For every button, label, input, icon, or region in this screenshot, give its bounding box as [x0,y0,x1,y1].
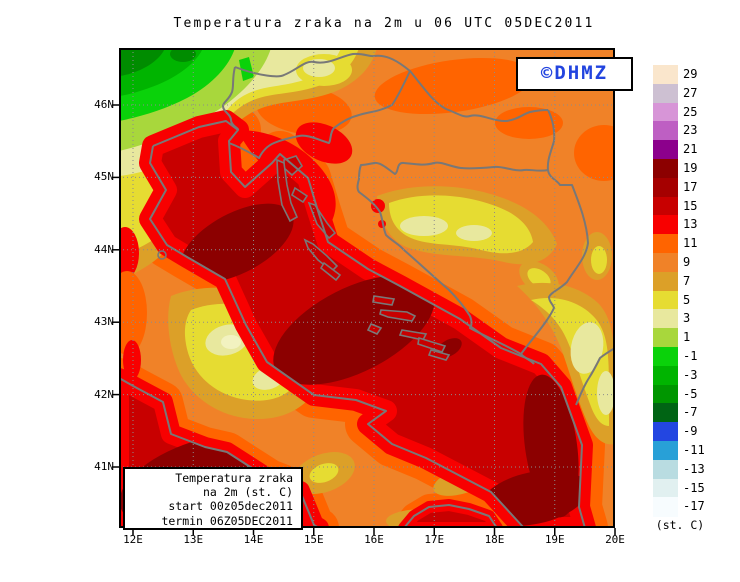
colorbar-swatch [653,347,678,367]
colorbar-swatch [653,365,678,386]
colorbar-swatch [653,102,678,122]
colorbar-level-label: 21 [683,142,698,157]
colorbar-level-label: 9 [683,255,691,269]
colorbar-swatch [653,271,678,292]
page-title: Temperatura zraka na 2m u 06 UTC 05DEC20… [173,16,595,31]
x-tick-label: 19E [544,533,565,546]
info-line-variable: Temperatura zraka [175,471,293,485]
colorbar-level-label: 15 [683,198,698,213]
info-line-level-unit: na 2m (st. C) [202,485,293,500]
colorbar-level-label: -15 [683,480,705,495]
y-tick-label: 45N [94,170,114,184]
info-line-termin: termin 06Z05DEC2011 [161,513,293,528]
x-tick-label: 17E [424,533,445,546]
x-tick-label: 14E [243,533,264,546]
info-line-start: start 00z05dec2011 [168,499,293,514]
colorbar-level-label: 17 [683,179,698,194]
colorbar-level-label: 5 [683,292,691,307]
colorbar-swatch [653,309,678,329]
x-tick-label: 20E [605,533,625,546]
colorbar-level-label: -11 [683,443,705,457]
colorbar-level-label: 11 [683,236,698,251]
colorbar-level-label: -1 [683,349,698,363]
colorbar-level-label: -3 [683,367,698,382]
colorbar-level-label: 29 [683,67,698,81]
coastlines [119,120,586,528]
x-tick-label: 13E [183,533,204,546]
colorbar-swatch [653,234,678,254]
y-tick-label: 43N [94,315,114,329]
colorbar-swatch [653,459,678,480]
graticule [119,48,615,528]
colorbar-swatch [653,328,678,348]
x-tick-label: 16E [364,533,384,546]
colorbar-swatch [653,497,678,517]
temperature-map [112,48,616,535]
y-tick-label: 44N [94,242,114,256]
colorbar-level-label: 23 [683,123,698,138]
x-tick-label: 12E [123,533,143,546]
colorbar-swatch [653,441,678,461]
colorbar-level-label: -5 [683,386,698,401]
colorbar-swatch [653,253,678,273]
x-tick-label: 18E [484,533,505,546]
colorbar-swatch [653,196,678,216]
axis-ticks [112,104,616,535]
colorbar-level-label: -7 [683,405,698,420]
colorbar-swatch [653,403,678,423]
colorbar-level-label: 25 [683,104,698,119]
colorbar-unit-label: (st. C) [655,518,705,532]
country-borders [222,52,615,406]
plot-border [119,48,615,528]
dhmz-watermark-label: ©DHMZ [540,62,609,84]
colorbar-level-label: -9 [683,424,698,439]
colorbar-swatch [653,121,678,141]
colorbar-level-label: 19 [683,161,698,175]
y-tick-label: 42N [94,387,114,401]
y-tick-label: 41N [94,460,114,473]
colorbar-swatch [653,65,678,85]
colorbar-swatch [653,290,678,310]
colorbar-level-label: 1 [683,330,691,345]
colorbar-level-label: 27 [683,85,698,100]
x-tick-label: 15E [303,533,324,546]
colorbar-swatch [653,83,678,104]
colorbar-swatch [653,159,678,179]
colorbar-swatch [653,215,678,235]
colorbar-level-label: -17 [683,499,705,514]
y-tick-label: 46N [94,98,114,111]
colorbar-level-label: 3 [683,311,691,326]
colorbar-swatch [653,478,678,498]
colorbar-swatch [653,177,678,198]
colorbar-level-label: 13 [683,217,698,232]
dhmz-watermark: ©DHMZ [516,57,633,91]
colorbar-swatch [653,422,678,442]
colorbar-level-label: 7 [683,273,691,288]
map-info-box: Temperatura zraka na 2m (st. C) start 00… [123,467,303,530]
colorbar-swatch [653,140,678,160]
colorbar-swatch [653,384,678,404]
colorbar-level-label: -13 [683,461,705,476]
contour-field [119,48,615,528]
